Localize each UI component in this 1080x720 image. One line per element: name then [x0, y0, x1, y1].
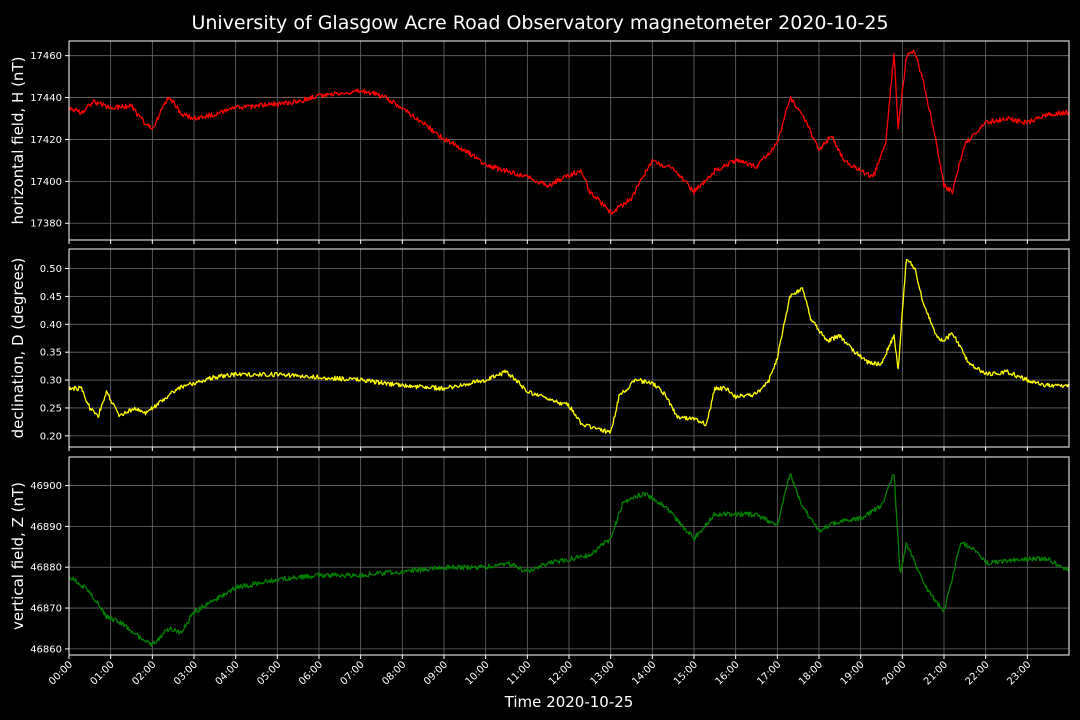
y-axis-label: horizontal field, H (nT)	[9, 57, 27, 225]
y-tick-label: 0.45	[40, 292, 62, 303]
y-tick-label: 0.25	[40, 403, 62, 414]
y-tick-label: 17400	[30, 177, 62, 188]
y-tick-label: 17440	[30, 93, 62, 104]
y-tick-label: 0.40	[40, 320, 62, 331]
chart-title: University of Glasgow Acre Road Observat…	[191, 12, 888, 34]
axes-frame	[68, 40, 1070, 241]
y-tick-label: 17460	[30, 51, 62, 62]
axes-frame	[68, 456, 1070, 656]
y-tick-label: 46870	[30, 604, 62, 615]
y-tick-label: 46880	[30, 563, 62, 574]
y-tick-label: 17380	[30, 219, 62, 230]
y-tick-label: 17420	[30, 135, 62, 146]
panel-2: 0.20 0.25 0.30 0.35 0.40 0.45 0.50 declination,…	[9, 248, 1070, 451]
axes-frame	[68, 248, 1070, 448]
y-tick-label: 0.20	[40, 431, 62, 442]
series-line-3	[68, 472, 1070, 648]
series-line-2	[68, 258, 1070, 434]
x-axis-label: Time 2020-10-25	[504, 693, 634, 711]
y-axis-label: declination, D (degrees)	[9, 258, 27, 439]
y-tick-label: 46890	[30, 522, 62, 533]
y-axis-label: vertical field, Z (nT)	[9, 482, 27, 630]
y-tick-label: 46900	[30, 481, 62, 492]
y-tick-label: 0.35	[40, 348, 62, 359]
y-tick-label: 0.50	[40, 264, 62, 275]
y-tick-label: 46860	[30, 644, 62, 655]
series-line-1	[68, 49, 1070, 215]
y-tick-label: 0.30	[40, 376, 62, 387]
